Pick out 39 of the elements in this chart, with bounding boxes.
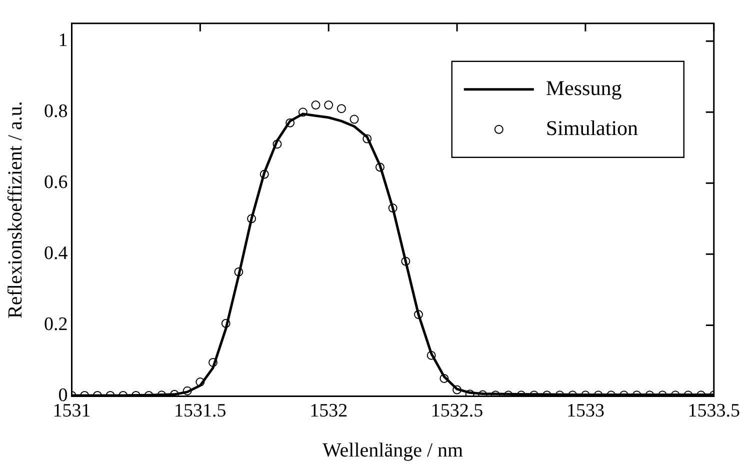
point bbox=[440, 374, 449, 383]
point bbox=[272, 140, 282, 149]
point bbox=[286, 118, 295, 128]
x-axis-title: Wellenlänge / nm bbox=[322, 439, 464, 462]
point bbox=[247, 214, 256, 224]
point bbox=[311, 100, 320, 110]
x-tick-label: 1531 bbox=[52, 400, 91, 422]
y-tick-label: 0.8 bbox=[44, 101, 68, 122]
point bbox=[350, 114, 359, 124]
x-tick-label: 1533 bbox=[566, 400, 604, 422]
x-tick-label: 1533.5 bbox=[688, 400, 740, 422]
y-tick-label: 0.2 bbox=[44, 314, 68, 336]
point bbox=[298, 108, 308, 117]
point bbox=[414, 310, 423, 320]
point bbox=[324, 100, 334, 110]
point bbox=[196, 378, 205, 386]
point bbox=[260, 170, 269, 179]
point bbox=[388, 204, 398, 213]
x-tick-label: 1532.5 bbox=[430, 400, 484, 422]
x-tick-label: 1531.5 bbox=[174, 400, 226, 422]
point bbox=[182, 386, 192, 396]
y-tick-label: 0.4 bbox=[44, 243, 68, 264]
legend-label: Messung bbox=[546, 76, 622, 100]
point bbox=[221, 318, 230, 328]
y-tick-label: 0.6 bbox=[44, 172, 68, 194]
legend-label: Simulation bbox=[546, 116, 639, 140]
point bbox=[401, 256, 410, 266]
point bbox=[336, 104, 346, 114]
point bbox=[362, 134, 372, 144]
y-axis-title: Reflexionskoeffizient / a.u. bbox=[4, 101, 26, 318]
point bbox=[452, 385, 462, 394]
point bbox=[426, 350, 436, 360]
point bbox=[170, 390, 179, 396]
point bbox=[208, 358, 218, 367]
point bbox=[465, 390, 474, 396]
y-tick-label: 1 bbox=[58, 30, 68, 52]
point bbox=[234, 267, 244, 276]
x-tick-label: 1532 bbox=[310, 400, 348, 422]
point bbox=[375, 162, 384, 172]
